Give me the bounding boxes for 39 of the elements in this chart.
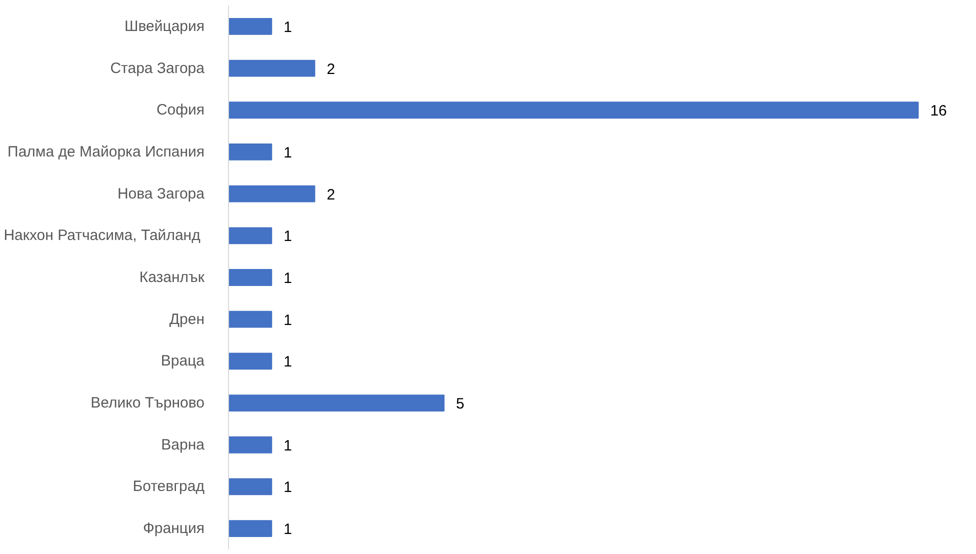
y-tick-label: Враца (160, 352, 206, 370)
data-label: 1 (284, 312, 292, 329)
data-label: 1 (284, 18, 292, 36)
y-tick-label: Ботевград (132, 478, 205, 496)
bar (228, 352, 272, 370)
data-label: 1 (284, 479, 292, 496)
data-label: 1 (284, 228, 292, 246)
bar (228, 436, 272, 454)
bar (228, 185, 316, 202)
y-tick-label: Нова Загора (117, 185, 206, 202)
data-label: 2 (326, 186, 336, 204)
data-label: 1 (284, 354, 292, 371)
bar (228, 269, 272, 286)
bar (228, 227, 272, 244)
bar (228, 478, 272, 496)
data-label: 16 (930, 102, 947, 120)
y-tick-label: Казанлък (139, 269, 205, 286)
data-label: 2 (326, 60, 336, 78)
data-label: 1 (284, 521, 292, 538)
bar (228, 102, 919, 119)
y-tick-label: Варна (161, 436, 206, 454)
bar (228, 520, 272, 538)
bar (228, 144, 272, 160)
data-label: 1 (284, 270, 292, 287)
y-tick-label: Дрен (169, 310, 205, 328)
bar (228, 394, 445, 412)
y-tick-label: Накхон Ратчасима, Тайланд (4, 227, 201, 244)
bar (228, 18, 272, 35)
y-tick-label: Швейцария (124, 18, 204, 35)
y-tick-label: София (156, 102, 205, 119)
data-label: 1 (284, 144, 292, 162)
bar (228, 310, 272, 328)
data-label: 1 (284, 437, 292, 454)
bar (228, 60, 316, 77)
y-tick-label: Стара Загора (110, 60, 206, 77)
y-tick-label: Палма де Майорка Испания (8, 143, 205, 160)
y-tick-label: Велико Търново (90, 394, 205, 412)
data-label: 5 (456, 396, 464, 413)
y-tick-label: Франция (143, 520, 205, 538)
